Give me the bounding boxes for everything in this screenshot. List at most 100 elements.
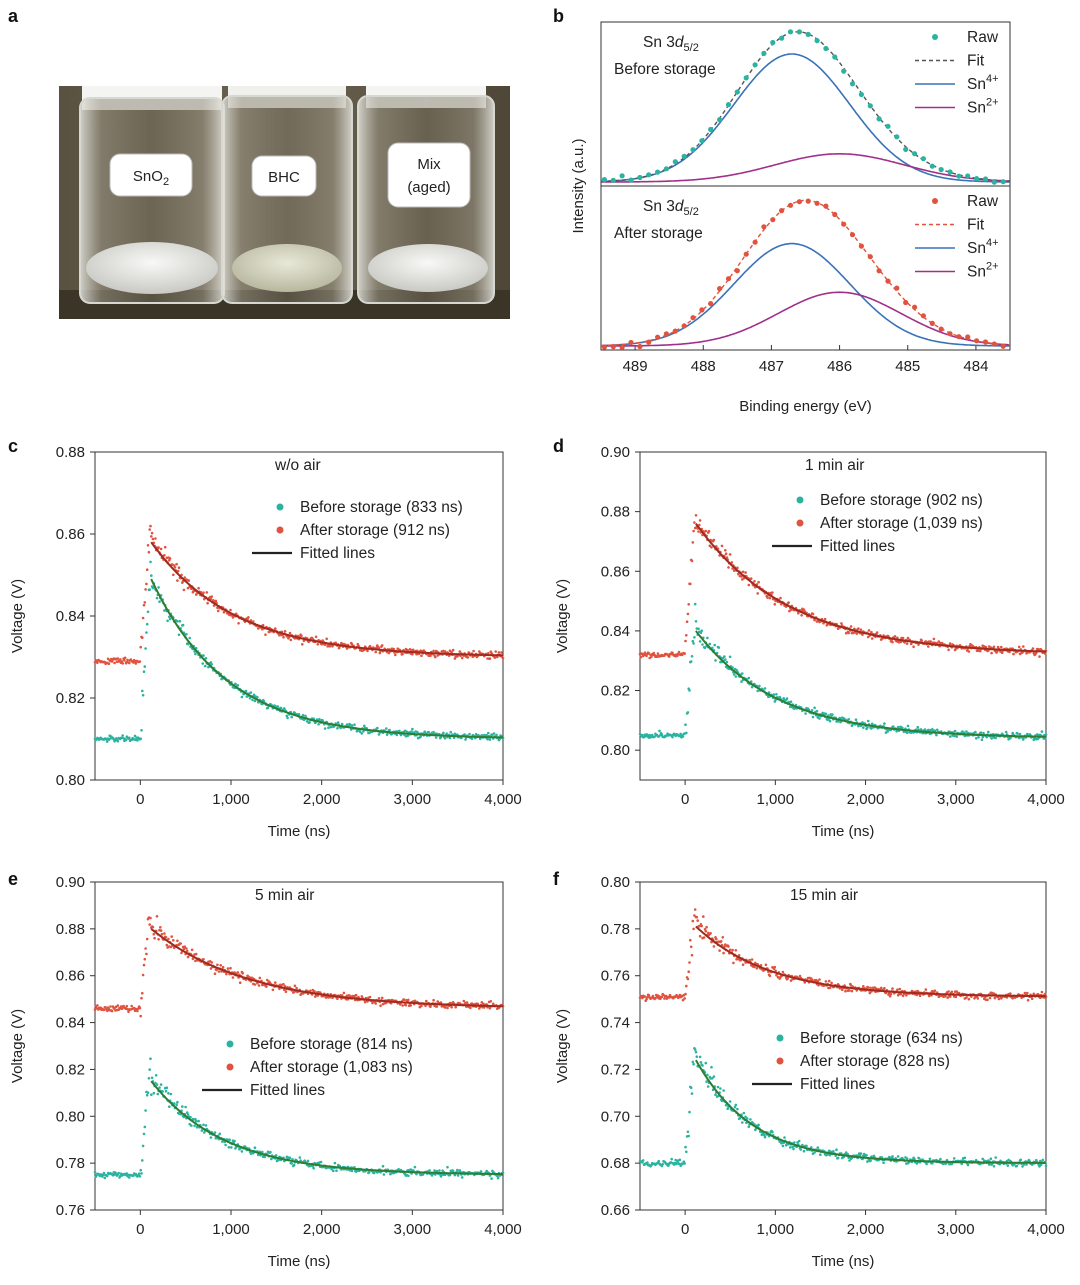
raw-data-point (974, 338, 980, 344)
data-point (916, 725, 919, 729)
data-point (103, 1176, 107, 1180)
data-point (948, 642, 952, 645)
data-point (292, 1163, 296, 1167)
data-point (142, 670, 146, 673)
raw-data-point (991, 341, 997, 347)
data-point (725, 556, 729, 559)
data-point (231, 976, 235, 979)
data-point (757, 1123, 760, 1127)
data-point (496, 1176, 500, 1180)
data-point (153, 936, 156, 940)
data-point (257, 984, 261, 987)
data-point (454, 1005, 458, 1009)
data-point (263, 1155, 267, 1159)
data-point (726, 1107, 729, 1110)
data-point (190, 1124, 193, 1127)
data-point (685, 984, 688, 988)
data-point (688, 1110, 691, 1114)
data-point (316, 643, 320, 646)
y-tick-label: 0.84 (56, 608, 85, 625)
data-point (407, 998, 410, 1002)
legend-label: Fitted lines (250, 1082, 325, 1099)
data-point (248, 696, 252, 700)
chart-annotation: 5 min air (255, 887, 314, 904)
data-point (813, 706, 816, 710)
data-point (708, 544, 712, 548)
raw-data-point (708, 301, 714, 307)
data-point (381, 1164, 385, 1168)
data-point (933, 989, 937, 992)
data-point (660, 733, 664, 736)
data-point (866, 719, 870, 723)
data-point (741, 570, 745, 574)
data-point (987, 1163, 991, 1166)
data-point (1019, 1158, 1023, 1162)
data-point (238, 981, 242, 984)
raw-data-point (779, 208, 785, 214)
data-point (698, 934, 702, 938)
data-point (405, 730, 409, 733)
raw-data-point (734, 89, 740, 95)
raw-data-point (708, 126, 714, 133)
data-point (489, 1000, 493, 1003)
data-point (994, 736, 997, 740)
data-point (705, 925, 708, 929)
data-point (980, 738, 984, 742)
panel-letter-f: f (553, 869, 560, 889)
data-point (93, 1170, 97, 1174)
data-point (158, 600, 161, 603)
legend-label: Before storage (814 ns) (250, 1036, 413, 1053)
fitted-line (695, 1059, 1046, 1164)
data-point (140, 996, 143, 1000)
y-tick-label: 0.80 (601, 742, 630, 759)
data-point (206, 601, 209, 605)
legend-text: Sn (967, 264, 986, 281)
data-point (140, 1172, 143, 1175)
data-point (388, 728, 391, 732)
data-point (163, 932, 166, 935)
data-point (667, 655, 671, 658)
legend-label: Sn2+ (967, 261, 999, 281)
x-axis-label: Time (ns) (812, 1253, 875, 1270)
data-point (155, 1083, 159, 1086)
data-point (747, 676, 751, 680)
data-point (349, 728, 353, 731)
data-point (710, 546, 713, 549)
data-point (157, 546, 160, 549)
panel-letter-e: e (8, 869, 18, 889)
vial-label-bhc: BHC (268, 169, 300, 186)
raw-data-point (938, 167, 944, 173)
data-point (368, 995, 372, 999)
x-tick-label: 0 (681, 1221, 689, 1238)
data-point (149, 560, 152, 564)
data-point (105, 740, 109, 743)
raw-data-point (929, 320, 935, 326)
data-point (693, 1048, 697, 1051)
raw-data-point (743, 251, 749, 257)
data-point (148, 1068, 151, 1071)
y-tick-label: 0.78 (56, 1155, 85, 1172)
x-tick-label: 487 (759, 358, 784, 375)
data-point (385, 727, 388, 730)
data-point (496, 655, 499, 659)
fitted-line (150, 578, 504, 739)
y-tick-label: 0.82 (601, 683, 630, 700)
data-point (279, 706, 283, 710)
data-point (399, 733, 403, 737)
data-point (213, 1131, 217, 1134)
data-point (831, 713, 834, 716)
data-point (270, 1157, 273, 1161)
data-point (429, 654, 432, 657)
title-italic: d (675, 198, 685, 215)
data-point (449, 730, 453, 734)
data-point (939, 1157, 942, 1161)
raw-data-point (912, 151, 918, 157)
data-point (844, 989, 847, 993)
raw-data-point (947, 331, 953, 337)
y-tick-label: 0.84 (601, 623, 630, 640)
data-point (724, 658, 727, 661)
data-point (139, 1014, 142, 1018)
data-point (963, 1156, 967, 1160)
data-point (141, 991, 144, 995)
data-point (159, 1083, 163, 1086)
